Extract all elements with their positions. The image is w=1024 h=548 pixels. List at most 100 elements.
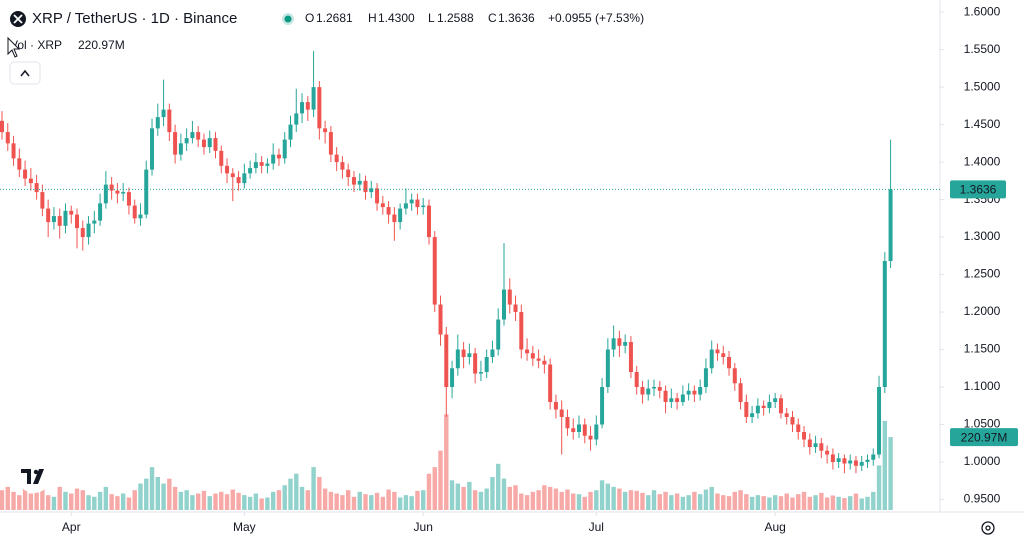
- volume-bar: [628, 490, 634, 510]
- volume-bar: [74, 488, 80, 510]
- collapse-button[interactable]: [9, 61, 41, 85]
- volume-bar: [80, 490, 85, 510]
- volume-bar: [195, 493, 201, 510]
- candle-body: [305, 102, 310, 110]
- volume-bar: [524, 495, 530, 510]
- candle-body: [675, 398, 680, 403]
- volume-bar: [599, 480, 605, 510]
- candle-body: [438, 304, 443, 335]
- candle-body: [571, 428, 576, 433]
- volume-bar: [432, 467, 437, 510]
- volume-bar: [732, 491, 737, 510]
- candle-body: [138, 214, 143, 219]
- candle-body: [11, 143, 16, 159]
- volume-bar: [230, 489, 235, 510]
- volume-bar: [294, 473, 299, 510]
- candle-body: [328, 132, 333, 155]
- x-tick-label: Aug: [765, 520, 786, 534]
- candle-body: [871, 454, 876, 460]
- candle-body: [501, 289, 506, 320]
- volume-bar: [715, 493, 720, 510]
- candle-body: [34, 183, 39, 193]
- candle-body: [351, 177, 356, 185]
- volume-bar: [57, 486, 62, 510]
- volume-tag-label: 220.97M: [961, 430, 1008, 444]
- settings-icon-center: [985, 525, 991, 531]
- candle-body: [830, 454, 835, 462]
- candle-body: [802, 432, 807, 440]
- candle-body: [577, 424, 581, 433]
- candle-body: [715, 349, 720, 354]
- y-tick-label: 1.5000: [964, 79, 1001, 93]
- candle-body: [669, 398, 674, 403]
- volume-bar: [790, 497, 795, 510]
- volume-bar: [565, 489, 570, 510]
- volume-bar: [530, 491, 536, 510]
- volume-bar: [617, 488, 622, 510]
- candle-body: [467, 353, 472, 358]
- candle-body: [144, 169, 149, 215]
- candle-body: [519, 312, 524, 350]
- candle-body: [455, 349, 460, 369]
- volume-bar: [674, 493, 680, 510]
- candle-body: [230, 173, 235, 178]
- candle-body: [294, 113, 299, 125]
- volume-bar: [63, 491, 68, 510]
- volume-bar: [842, 498, 847, 510]
- y-tick-label: 1.2500: [964, 267, 1001, 281]
- candle-body: [409, 199, 414, 204]
- candle-body: [663, 390, 668, 403]
- candle-body: [628, 342, 633, 373]
- volume-bar: [421, 490, 426, 510]
- candle-body: [882, 260, 887, 388]
- volume-bar: [236, 492, 241, 510]
- volume-bar: [611, 486, 616, 510]
- candle-body: [259, 162, 264, 166]
- volume-bar: [444, 414, 449, 510]
- volume-bar: [830, 495, 836, 510]
- candle-body: [807, 439, 812, 447]
- legend-low: 1.2588: [437, 11, 474, 25]
- volume-bar: [882, 420, 888, 510]
- candle-body: [300, 102, 305, 114]
- volume-bar: [853, 493, 859, 510]
- candle-body: [727, 357, 732, 369]
- volume-bar: [69, 493, 74, 510]
- candle-body: [473, 353, 478, 374]
- volume-bar: [403, 495, 409, 510]
- candle-body: [380, 203, 385, 208]
- settings-icon[interactable]: [981, 521, 995, 535]
- volume-bar: [282, 485, 287, 510]
- volume-bar: [663, 491, 668, 510]
- candle-body: [253, 162, 258, 169]
- candle-body: [432, 237, 437, 305]
- volume-bar: [224, 494, 230, 510]
- candle-body: [859, 461, 864, 466]
- volume-bar: [726, 496, 732, 510]
- volume-bar: [772, 495, 778, 510]
- candle-body: [271, 154, 276, 164]
- volume-bar: [334, 493, 339, 510]
- y-tick-label: 0.9500: [964, 492, 1001, 506]
- volume-bar: [519, 493, 524, 510]
- candle-body: [790, 417, 795, 425]
- volume-bar: [588, 491, 593, 510]
- candle-body: [311, 87, 316, 110]
- volume-bar: [547, 486, 553, 510]
- volume-bar: [697, 494, 703, 510]
- volume-bar: [115, 496, 120, 510]
- candle-body: [767, 402, 772, 409]
- volume-bar: [634, 490, 639, 510]
- candle-body: [265, 163, 270, 166]
- volume-bar: [351, 496, 357, 510]
- candle-body: [588, 435, 593, 440]
- volume-bar: [801, 491, 807, 510]
- volume-bar: [467, 481, 472, 510]
- legend-close-label: C: [488, 11, 497, 25]
- candle-body: [132, 205, 137, 219]
- volume-bar: [646, 495, 651, 510]
- candle-body: [363, 180, 368, 193]
- cursor: [7, 36, 21, 58]
- volume-bar: [622, 491, 628, 510]
